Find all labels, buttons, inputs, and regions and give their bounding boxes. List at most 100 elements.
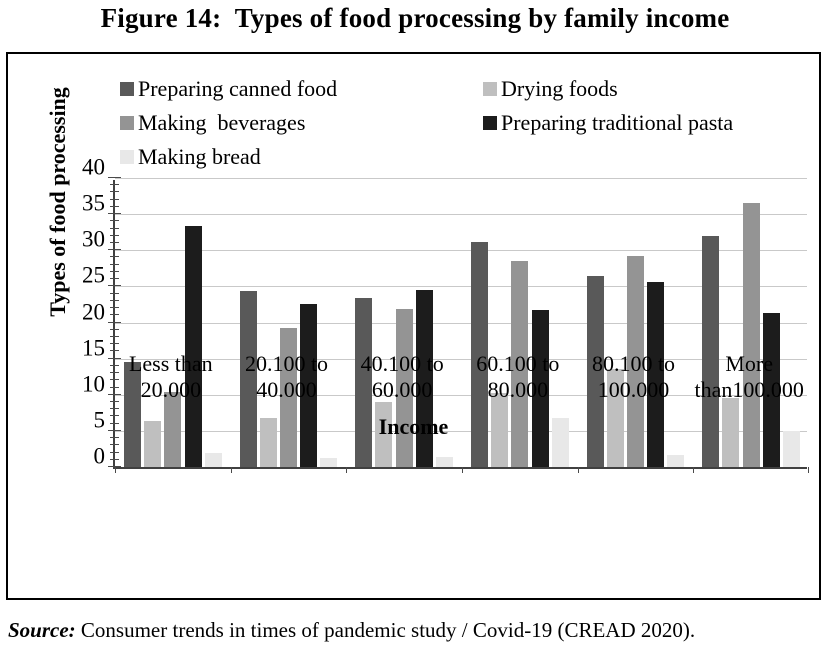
source-text: Consumer trends in times of pandemic stu… — [75, 618, 696, 642]
y-minor-tick-8 — [110, 408, 119, 410]
legend-label: Making beverages — [138, 110, 306, 135]
y-tick-label-35: 35 — [82, 190, 105, 216]
chart-frame: Preparing canned food Drying foods Making … — [6, 52, 821, 600]
gridline-y-10 — [115, 394, 807, 396]
legend-label: Preparing canned food — [138, 76, 338, 101]
bar-making-beverages-group4 — [511, 261, 529, 467]
x-category-label-3: 40.100 to 60.000 — [337, 351, 467, 403]
x-category-label-4: 60.100 to 80.000 — [453, 351, 583, 403]
bar-preparing-traditional-pasta-group1 — [184, 225, 202, 467]
y-minor-tick-18 — [110, 335, 119, 337]
x-category-label-line: 80.100 to — [591, 351, 676, 376]
y-major-tick-35 — [108, 213, 121, 215]
legend-item-making-bread: Making bread — [120, 144, 261, 170]
y-tick-label-10: 10 — [82, 371, 105, 397]
x-axis-title: Income — [378, 414, 449, 439]
y-tick-label-15: 15 — [82, 335, 105, 361]
y-major-tick-5 — [108, 429, 121, 431]
x-category-label-5: 80.100 to 100.000 — [569, 351, 699, 403]
x-category-label-line: Less than — [128, 351, 213, 376]
x-category-label-line: than100.000 — [694, 377, 804, 402]
legend-item-preparing-traditional-pasta: Preparing traditional pasta — [483, 110, 733, 136]
x-category-label-2: 20.100 to 40.000 — [222, 351, 352, 403]
x-category-label-line: 40.100 to — [360, 351, 444, 376]
y-minor-tick-39 — [110, 184, 119, 186]
y-minor-tick-38 — [110, 191, 119, 193]
y-minor-tick-2 — [110, 451, 119, 453]
x-tick-2 — [346, 467, 348, 473]
source-label: Source: — [8, 618, 76, 642]
x-category-label-1: Less than 20.000 — [106, 351, 236, 403]
x-category-label-line: 40.000 — [256, 377, 317, 402]
y-major-tick-15 — [108, 357, 121, 359]
bar-drying-foods-group1 — [144, 421, 162, 467]
x-tick-5 — [693, 467, 695, 473]
bar-preparing-traditional-pasta-group3 — [415, 290, 433, 467]
y-minor-tick-36 — [110, 205, 119, 207]
y-minor-tick-11 — [110, 386, 119, 388]
y-major-tick-20 — [108, 321, 121, 323]
bar-preparing-traditional-pasta-group6 — [762, 313, 780, 467]
gridline-y-15 — [115, 358, 807, 360]
gridline-y-20 — [115, 322, 807, 324]
plot-area: 0 5 10 15 20 25 30 35 40 — [82, 156, 809, 473]
x-tick-1 — [230, 467, 232, 473]
y-major-tick-40 — [108, 177, 121, 178]
bar-drying-foods-group4 — [491, 393, 509, 467]
gridline-y-35 — [115, 214, 807, 216]
y-minor-tick-26 — [110, 278, 119, 280]
bar-preparing-traditional-pasta-group4 — [531, 310, 549, 467]
y-minor-tick-12 — [110, 379, 119, 381]
bar-drying-foods-group2 — [259, 417, 277, 467]
bar-making-beverages-group2 — [280, 327, 297, 467]
y-major-tick-0 — [108, 466, 121, 467]
x-category-label-line: 60.000 — [371, 377, 433, 402]
bar-preparing-canned-food-group1 — [123, 362, 141, 467]
y-tick-label-40: 40 — [82, 154, 105, 180]
legend-item-preparing-canned-food: Preparing canned food — [120, 76, 337, 102]
gridline-y-25 — [115, 286, 807, 288]
y-minor-tick-24 — [110, 292, 119, 294]
y-minor-tick-29 — [110, 256, 119, 258]
y-minor-tick-19 — [110, 328, 119, 330]
gridline-y-5 — [115, 430, 807, 432]
legend-label: Drying foods — [501, 76, 618, 101]
legend-label: Preparing traditional pasta — [501, 110, 734, 135]
x-category-label-line: 20.000 — [140, 377, 202, 402]
y-minor-tick-31 — [110, 242, 119, 244]
legend-item-making-beverages: Making beverages — [120, 110, 305, 136]
bar-making-beverages-group1 — [164, 391, 182, 467]
y-minor-tick-16 — [110, 350, 119, 352]
y-major-tick-30 — [108, 249, 121, 251]
y-tick-label-5: 5 — [93, 407, 106, 433]
legend-swatch-icon — [120, 82, 134, 96]
y-major-tick-10 — [108, 393, 121, 395]
y-tick-label-25: 25 — [82, 262, 105, 288]
x-category-label-line: 20.100 to — [244, 351, 329, 376]
y-minor-tick-9 — [110, 400, 119, 402]
legend-swatch-icon — [120, 116, 134, 130]
x-category-label-line: 80.000 — [487, 377, 549, 402]
legend-swatch-icon — [483, 82, 497, 96]
bar-drying-foods-group6 — [722, 398, 740, 467]
y-minor-tick-27 — [110, 270, 119, 272]
y-minor-tick-6 — [110, 422, 119, 424]
x-category-label-line: 100.000 — [597, 377, 670, 402]
y-minor-tick-28 — [110, 263, 119, 265]
bar-drying-foods-group5 — [606, 369, 624, 467]
y-minor-tick-37 — [110, 198, 119, 200]
legend-label: Making bread — [138, 144, 261, 169]
legend-item-drying-foods: Drying foods — [483, 76, 618, 102]
x-category-label-line: More — [725, 351, 773, 376]
y-minor-tick-13 — [110, 372, 119, 374]
x-tick-0 — [115, 467, 116, 473]
y-minor-tick-23 — [110, 299, 119, 301]
bar-preparing-traditional-pasta-group5 — [647, 282, 665, 467]
y-tick-label-30: 30 — [82, 226, 105, 252]
y-minor-tick-21 — [110, 314, 119, 316]
gridline-y-40 — [115, 178, 807, 179]
bar-preparing-traditional-pasta-group2 — [300, 304, 318, 467]
y-minor-tick-4 — [110, 437, 119, 439]
bar-making-bread-group3 — [436, 456, 454, 467]
bar-preparing-canned-food-group4 — [470, 242, 488, 467]
